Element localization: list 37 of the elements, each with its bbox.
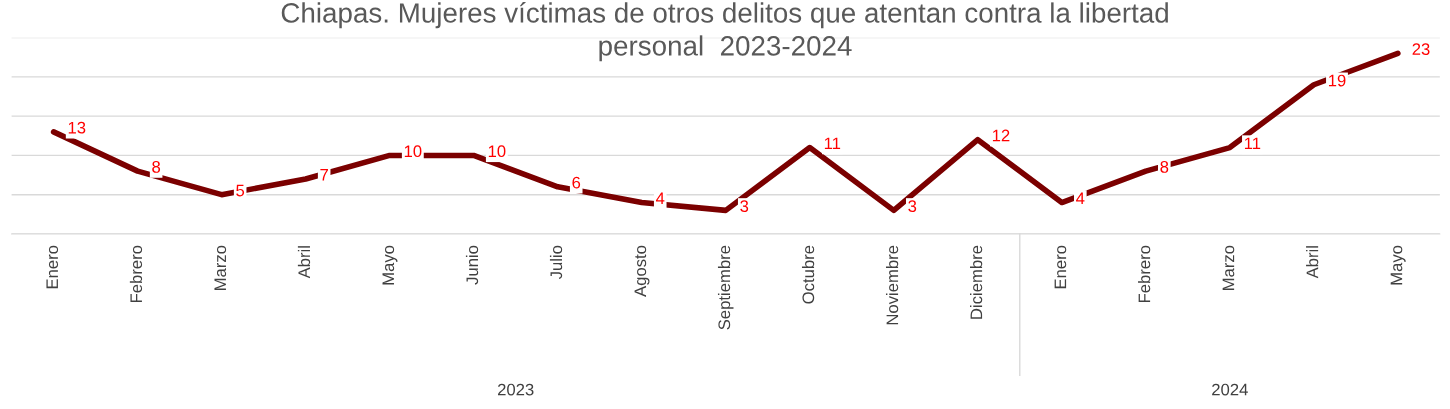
data-label: 10 (488, 145, 506, 158)
x-tick-label: Enero (1054, 245, 1067, 289)
x-tick-label: Diciembre (970, 245, 983, 319)
data-label: 8 (152, 161, 161, 173)
data-label: 13 (68, 121, 86, 134)
x-tick-label: Abril (297, 246, 311, 279)
data-label: 6 (572, 176, 581, 189)
data-label: 12 (992, 129, 1010, 142)
x-tick-label: Febrero (129, 245, 143, 303)
x-tick-label: Enero (46, 245, 59, 289)
x-tick-label: Marzo (214, 245, 227, 290)
chart-title: Chiapas. Mujeres víctimas de otros delitos que atentan contra la libertad personal 2023-2024 (281, 2, 1168, 62)
data-label: 4 (1076, 192, 1085, 205)
data-label: 11 (824, 137, 841, 150)
data-label: 7 (320, 169, 328, 181)
x-tick-label: Noviembre (885, 245, 899, 325)
x-tick-label: Agosto (634, 245, 650, 297)
x-tick-label: Marzo (1222, 245, 1235, 290)
data-label: 19 (1328, 74, 1346, 87)
x-tick-label: Octubre (801, 245, 815, 304)
x-tick-label: Abril (1306, 246, 1319, 279)
x-tick-label: Mayo (1390, 245, 1406, 285)
text: 2023 (497, 383, 534, 396)
data-label: 11 (1244, 137, 1261, 150)
data-label: 4 (655, 192, 665, 205)
data-label: 3 (740, 200, 749, 213)
x-tick-label: Mayo (382, 245, 398, 285)
x-tick-label: Septiembre (717, 245, 734, 330)
data-label: 3 (908, 200, 917, 213)
data-label: 5 (236, 184, 245, 197)
x-tick-label: Julio (549, 245, 563, 280)
x-tick-label: Junio (465, 245, 479, 285)
data-label: 10 (404, 145, 422, 158)
data-label: 8 (1160, 161, 1169, 173)
data-label: 23 (1412, 43, 1430, 56)
x-tick-label: Febrero (1138, 245, 1151, 303)
text: 2024 (1212, 383, 1248, 396)
